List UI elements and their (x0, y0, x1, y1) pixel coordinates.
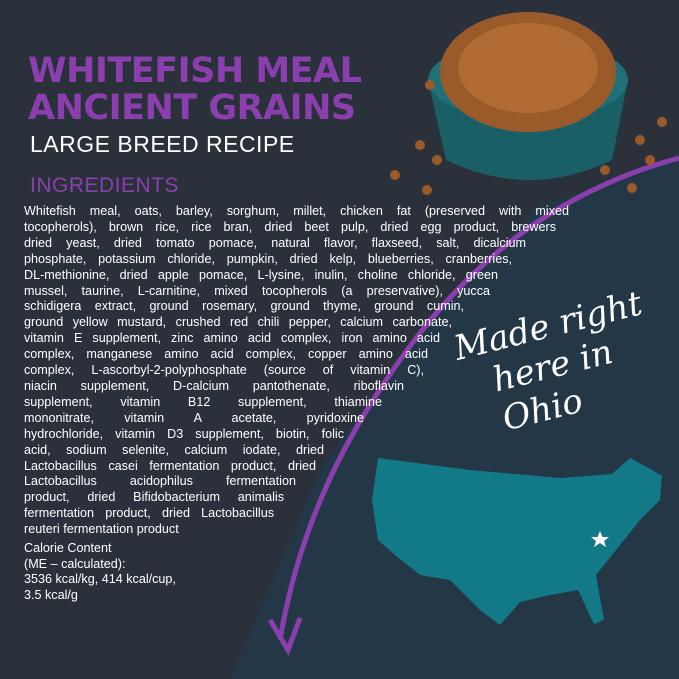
ingredients-heading: INGREDIENTS (30, 174, 180, 197)
product-title-line1: WHITEFISH MEAL (28, 51, 362, 91)
calorie-line: 3.5 kcal/g (24, 587, 78, 602)
ingredient-line: DL-methionine, dried apple pomace, L-lys… (24, 267, 498, 282)
ingredient-line: fermentation product, dried Lactobacillu… (24, 506, 274, 521)
ingredient-line: mussel, taurine, L-carnitine, mixed toco… (24, 283, 490, 298)
product-title-line2: ANCIENT GRAINS (28, 88, 356, 128)
ingredient-line: complex, L-ascorbyl-2-polyphosphate (sou… (24, 363, 424, 378)
ingredient-line: dried yeast, dried tomato pomace, natura… (24, 235, 526, 250)
kibble-bowl-image (390, 12, 667, 195)
calorie-line: Calorie Content (24, 541, 112, 555)
product-subtitle: LARGE BREED RECIPE (30, 131, 295, 157)
calorie-line: (ME – calculated): (24, 556, 126, 571)
ingredient-line: tocopherols), brown rice, rice bran, dri… (24, 219, 556, 234)
calorie-line: 3536 kcal/kg, 414 kcal/cup, (24, 572, 176, 586)
ingredient-line: supplement, vitamin B12 supplement, thia… (24, 394, 382, 409)
ingredient-line: niacin supplement, D-calcium pantothenat… (24, 378, 404, 393)
star-icon-ohio (591, 531, 609, 547)
ingredient-line: acid, sodium selenite, calcium iodate, d… (24, 442, 324, 457)
ingredient-line: complex, manganese amino acid complex, c… (24, 347, 428, 362)
ingredient-line: ground yellow mustard, crushed red chili… (24, 315, 452, 330)
ingredient-line: hydrochloride, vitamin D3 supplement, bi… (24, 426, 344, 441)
ingredient-line: vitamin E supplement, zinc amino acid co… (24, 331, 440, 346)
us-map-image (372, 458, 662, 625)
ingredient-line: reuteri fermentation product (24, 522, 179, 537)
ingredient-line: schidigera extract, ground rosemary, gro… (24, 299, 464, 314)
calorie-content: Calorie Content (ME – calculated): 3536 … (24, 541, 176, 603)
ingredient-line: mononitrate, vitamin A acetate, pyridoxi… (24, 410, 364, 425)
ingredient-line: phosphate, potassium chloride, pumpkin, … (24, 251, 512, 266)
ingredient-line: Lactobacillus acidophilus fermentation (24, 474, 296, 489)
ingredients-list: Whitefish meal, oats, barley, sorghum, m… (24, 204, 569, 538)
ingredient-line: Whitefish meal, oats, barley, sorghum, m… (24, 204, 569, 218)
purple-arrow-head (267, 617, 303, 656)
ingredient-line: Lactobacillus casei fermentation product… (24, 458, 316, 473)
ingredient-line: product, dried Bifidobacterium animalis (24, 490, 284, 505)
purple-divider-line (277, 155, 679, 641)
